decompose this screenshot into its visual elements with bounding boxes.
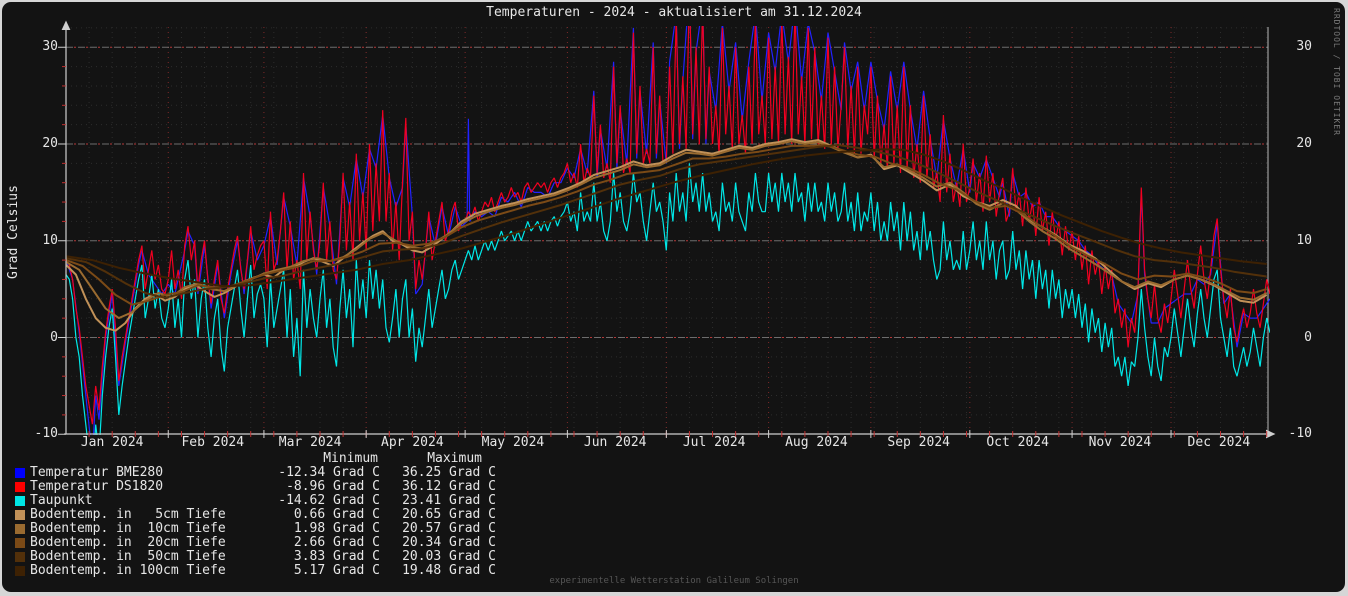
y-axis-tick-label-left: 0: [18, 331, 58, 345]
legend-series-label: Temperatur BME280: [30, 466, 163, 480]
legend-max-value: 36.25 Grad C: [382, 466, 496, 480]
legend-swatch: [15, 468, 25, 478]
y-axis-tick-label-left: -10: [18, 427, 58, 441]
y-axis-tick-label-right: 0: [1284, 331, 1312, 345]
rrdtool-watermark: RRDTOOL / TOBI OETIKER: [1332, 8, 1341, 136]
station-caption: experimentelle Wetterstation Galileum So…: [0, 574, 1348, 588]
x-axis-tick-label: Mar 2024: [270, 436, 350, 450]
legend-max-value: 36.12 Grad C: [382, 480, 496, 494]
x-axis-tick-label: Jun 2024: [575, 436, 655, 450]
legend-min-value: 3.83 Grad C: [180, 550, 380, 564]
x-axis-tick-label: Sep 2024: [879, 436, 959, 450]
y-axis-tick-label-left: 30: [18, 40, 58, 54]
legend-series-label: Temperatur DS1820: [30, 480, 163, 494]
x-axis-tick-label: Dec 2024: [1179, 436, 1259, 450]
legend-min-value: 1.98 Grad C: [180, 522, 380, 536]
y-axis-tick-label-right: -10: [1284, 427, 1312, 441]
legend-swatch: [15, 524, 25, 534]
legend-swatch: [15, 510, 25, 520]
x-axis-tick-label: Aug 2024: [776, 436, 856, 450]
x-axis-tick-label: May 2024: [473, 436, 553, 450]
legend-min-value: -8.96 Grad C: [180, 480, 380, 494]
legend-swatch: [15, 496, 25, 506]
x-axis-tick-label: Jul 2024: [674, 436, 754, 450]
legend-min-value: 2.66 Grad C: [180, 536, 380, 550]
legend-swatch: [15, 482, 25, 492]
y-axis-tick-label-left: 10: [18, 234, 58, 248]
y-axis-tick-label-right: 10: [1284, 234, 1312, 248]
x-axis-tick-label: Oct 2024: [978, 436, 1058, 450]
legend-min-value: 0.66 Grad C: [180, 508, 380, 522]
legend-max-value: 20.57 Grad C: [382, 522, 496, 536]
y-axis-tick-label-left: 20: [18, 137, 58, 151]
x-axis-tick-label: Feb 2024: [173, 436, 253, 450]
legend-min-value: -14.62 Grad C: [180, 494, 380, 508]
legend-max-value: 23.41 Grad C: [382, 494, 496, 508]
legend-swatch: [15, 538, 25, 548]
y-axis-label: Grad Celsius: [7, 182, 21, 282]
legend-max-value: 20.34 Grad C: [382, 536, 496, 550]
x-axis-tick-label: Nov 2024: [1080, 436, 1160, 450]
x-axis-tick-label: Jan 2024: [72, 436, 152, 450]
legend-header-maximum: Maximum: [368, 452, 482, 466]
legend-swatch: [15, 552, 25, 562]
legend-max-value: 20.65 Grad C: [382, 508, 496, 522]
legend-max-value: 20.03 Grad C: [382, 550, 496, 564]
legend-min-value: -12.34 Grad C: [180, 466, 380, 480]
x-axis-tick-label: Apr 2024: [372, 436, 452, 450]
rrdtool-graph: Temperaturen - 2024 - aktualisiert am 31…: [0, 0, 1348, 596]
y-axis-tick-label-right: 30: [1284, 40, 1312, 54]
legend-header-minimum: Minimum: [178, 452, 378, 466]
y-axis-tick-label-right: 20: [1284, 137, 1312, 151]
legend-series-label: Taupunkt: [30, 494, 93, 508]
